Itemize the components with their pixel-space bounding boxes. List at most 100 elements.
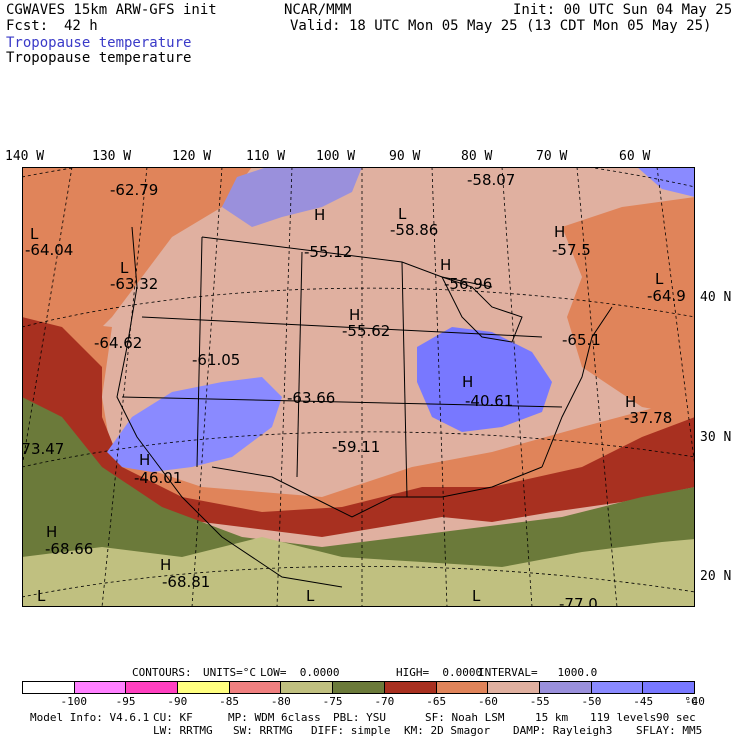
legend-tick: -95 xyxy=(115,695,136,708)
annotation-value: -55.62 xyxy=(342,322,390,340)
annotation-low: L xyxy=(472,587,481,605)
legend-swatch xyxy=(539,682,592,693)
legend-swatch xyxy=(23,682,75,693)
cumulus-scheme: CU: KF xyxy=(153,711,193,724)
lon-label: 120 W xyxy=(172,149,212,164)
annotation-low: L xyxy=(37,587,46,605)
lon-label: 60 W xyxy=(619,149,651,164)
map-outlines xyxy=(116,226,613,588)
annotation-value: -58.86 xyxy=(390,221,438,239)
field-band-m60-northeast xyxy=(562,197,695,417)
field-band-m60-south xyxy=(22,317,695,527)
km-option: KM: 2D Smagor xyxy=(404,724,491,737)
lon-label: 100 W xyxy=(316,149,356,164)
annotation-low: L xyxy=(30,225,39,243)
legend-tick: -75 xyxy=(322,695,343,708)
field-band-m50-north xyxy=(222,167,362,227)
annotation-low: L xyxy=(398,205,407,223)
timestep: 90 sec xyxy=(656,711,696,724)
lon-label: 130 W xyxy=(92,149,132,164)
annotation-value: -62.79 xyxy=(110,181,158,199)
annotation-high: H xyxy=(554,223,565,241)
annotation-value: -55.12 xyxy=(304,243,352,261)
state-line-4 xyxy=(141,316,543,338)
annotation-value: -40.61 xyxy=(465,392,513,410)
resolution: 15 km xyxy=(535,711,569,724)
forecast-label: Fcst: xyxy=(6,18,49,34)
damping-option: DAMP: Rayleigh3 xyxy=(513,724,613,737)
lon-label: 110 W xyxy=(246,149,286,164)
annotation-high: H xyxy=(160,556,171,574)
annotation-low: L xyxy=(655,270,664,288)
center-name: NCAR/MMM xyxy=(284,2,352,18)
init-time: Init: 00 UTC Sun 04 May 25 xyxy=(513,2,733,18)
annotation-value: -64.04 xyxy=(25,241,73,259)
annotation-high: H xyxy=(314,206,325,224)
great-lakes xyxy=(441,276,523,343)
annotation-low: L xyxy=(306,587,315,605)
annotation-value: -68.81 xyxy=(162,573,210,591)
model-title: CGWAVES 15km ARW-GFS init xyxy=(6,2,217,18)
interval-label: INTERVAL= 1000.0 xyxy=(478,666,598,679)
high-label: HIGH= 0.0000 xyxy=(396,666,483,679)
field-band-m45-southwest xyxy=(107,377,282,472)
map-annotations: -62.79 -58.07 L -64.04 H -55.12 L -58.86… xyxy=(22,171,686,607)
annotation-high: H xyxy=(625,393,636,411)
state-line-1 xyxy=(196,236,203,468)
lon-label: 70 W xyxy=(536,149,568,164)
annotation-high: H xyxy=(139,451,150,469)
us-border-north xyxy=(201,236,493,288)
legend-tick: -90 xyxy=(167,695,188,708)
vertical-levels: 119 levels xyxy=(590,711,657,724)
legend-tick: -65 xyxy=(426,695,447,708)
field-band-m70 xyxy=(22,397,695,607)
field-band-m75 xyxy=(22,537,695,607)
legend-swatch xyxy=(229,682,282,693)
legend-swatch xyxy=(436,682,489,693)
annotation-value: -61.05 xyxy=(192,351,240,369)
tropopause-temperature-map: -62.79 -58.07 L -64.04 H -55.12 L -58.86… xyxy=(22,167,695,607)
color-legend xyxy=(22,681,695,694)
field-title-primary: Tropopause temperature xyxy=(6,35,192,51)
annotation-high: H xyxy=(440,256,451,274)
legend-swatch xyxy=(591,682,644,693)
annotation-value: -58.07 xyxy=(467,171,515,189)
annotation-high: H xyxy=(349,306,360,324)
field-band-m45-northeast xyxy=(637,167,695,197)
us-west-coast xyxy=(116,226,153,458)
valid-time: Valid: 18 UTC Mon 05 May 25 (13 CDT Mon … xyxy=(290,18,712,34)
legend-swatch xyxy=(488,682,540,693)
us-east-coast xyxy=(541,306,613,468)
annotation-value: -68.66 xyxy=(45,540,93,558)
annotation-value: -46.01 xyxy=(134,469,182,487)
legend-tick: -80 xyxy=(270,695,291,708)
annotation-high: H xyxy=(46,523,57,541)
microphysics-scheme: MP: WDM 6class xyxy=(228,711,321,724)
units-label: UNITS=°C xyxy=(203,666,256,679)
model-info: Model Info: V4.6.1 xyxy=(30,711,150,724)
annotation-value: -64.62 xyxy=(94,334,142,352)
annotation-value: -57.5 xyxy=(552,241,591,259)
annotation-value: -77.0 xyxy=(559,595,598,607)
low-label: LOW= 0.0000 xyxy=(260,666,340,679)
legend-tick: -70 xyxy=(374,695,395,708)
legend-tick: °C xyxy=(684,695,698,708)
map-frame xyxy=(22,167,695,607)
surface-scheme: SF: Noah LSM xyxy=(425,711,505,724)
legend-tick: -40 xyxy=(685,695,705,708)
legend-swatch xyxy=(281,682,334,693)
pbl-scheme: PBL: YSU xyxy=(333,711,386,724)
legend-tick: -45 xyxy=(633,695,654,708)
annotation-value: -37.78 xyxy=(624,409,672,427)
lat-label: 20 N xyxy=(700,569,732,584)
longwave-scheme: LW: RRTMG xyxy=(153,724,213,737)
annotation-value: -63.66 xyxy=(287,389,335,407)
lat-label: 40 N xyxy=(700,290,732,305)
legend-swatch xyxy=(126,682,179,693)
legend-tick: -55 xyxy=(529,695,550,708)
legend-tick: -50 xyxy=(581,695,602,708)
legend-tick: -100 xyxy=(60,695,88,708)
annotation-value: -63.32 xyxy=(110,275,158,293)
legend-swatch xyxy=(384,682,437,693)
forecast-hour: 42 h xyxy=(64,18,98,34)
